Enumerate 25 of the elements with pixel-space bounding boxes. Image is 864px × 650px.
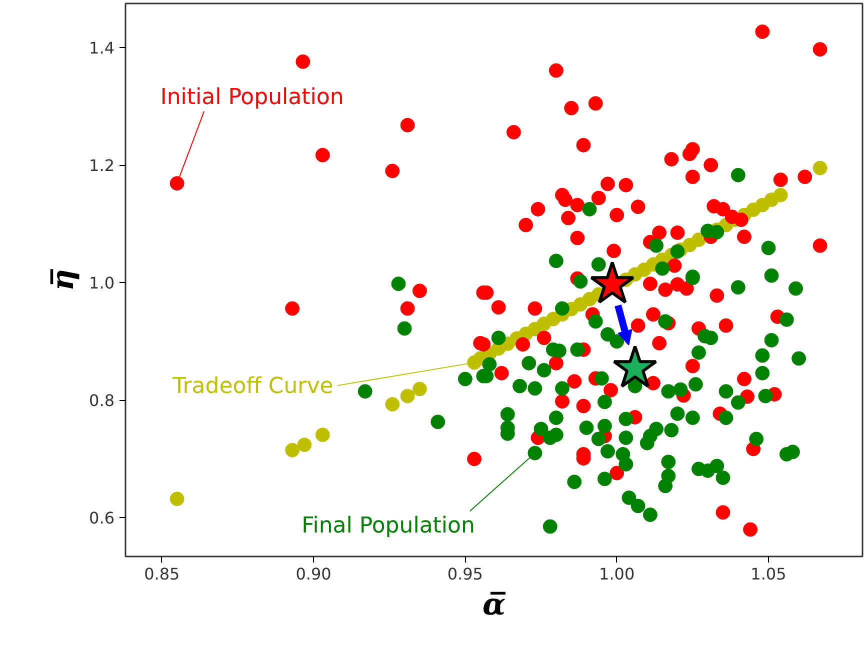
annotation: Tradeoff Curve: [172, 374, 334, 400]
point: [400, 388, 415, 404]
point: [385, 397, 400, 412]
point: [170, 492, 184, 506]
point: [691, 232, 706, 247]
x-axis-title: α̅: [482, 588, 506, 622]
x-tick-label: 0.85: [144, 564, 180, 584]
x-tick-label: 1.00: [599, 564, 635, 584]
x-tick-label: 0.90: [296, 564, 332, 584]
y-axis-title: η̅: [46, 269, 82, 291]
annotation: Final Population: [302, 514, 475, 539]
point: [412, 382, 427, 396]
point: [285, 442, 300, 458]
point: [297, 438, 312, 452]
point: [773, 188, 788, 202]
y-tick-label: 1.4: [89, 38, 115, 58]
y-tick-label: 0.6: [89, 508, 115, 528]
x-tick-label: 1.05: [750, 564, 786, 584]
x-tick-label: 0.95: [447, 564, 483, 584]
annotation: Initial Population: [160, 84, 344, 110]
point: [315, 428, 330, 442]
y-tick-label: 1.2: [89, 156, 115, 176]
y-tick-label: 1.0: [89, 274, 115, 293]
point: [812, 160, 828, 176]
y-tick-label: 0.8: [89, 391, 115, 410]
